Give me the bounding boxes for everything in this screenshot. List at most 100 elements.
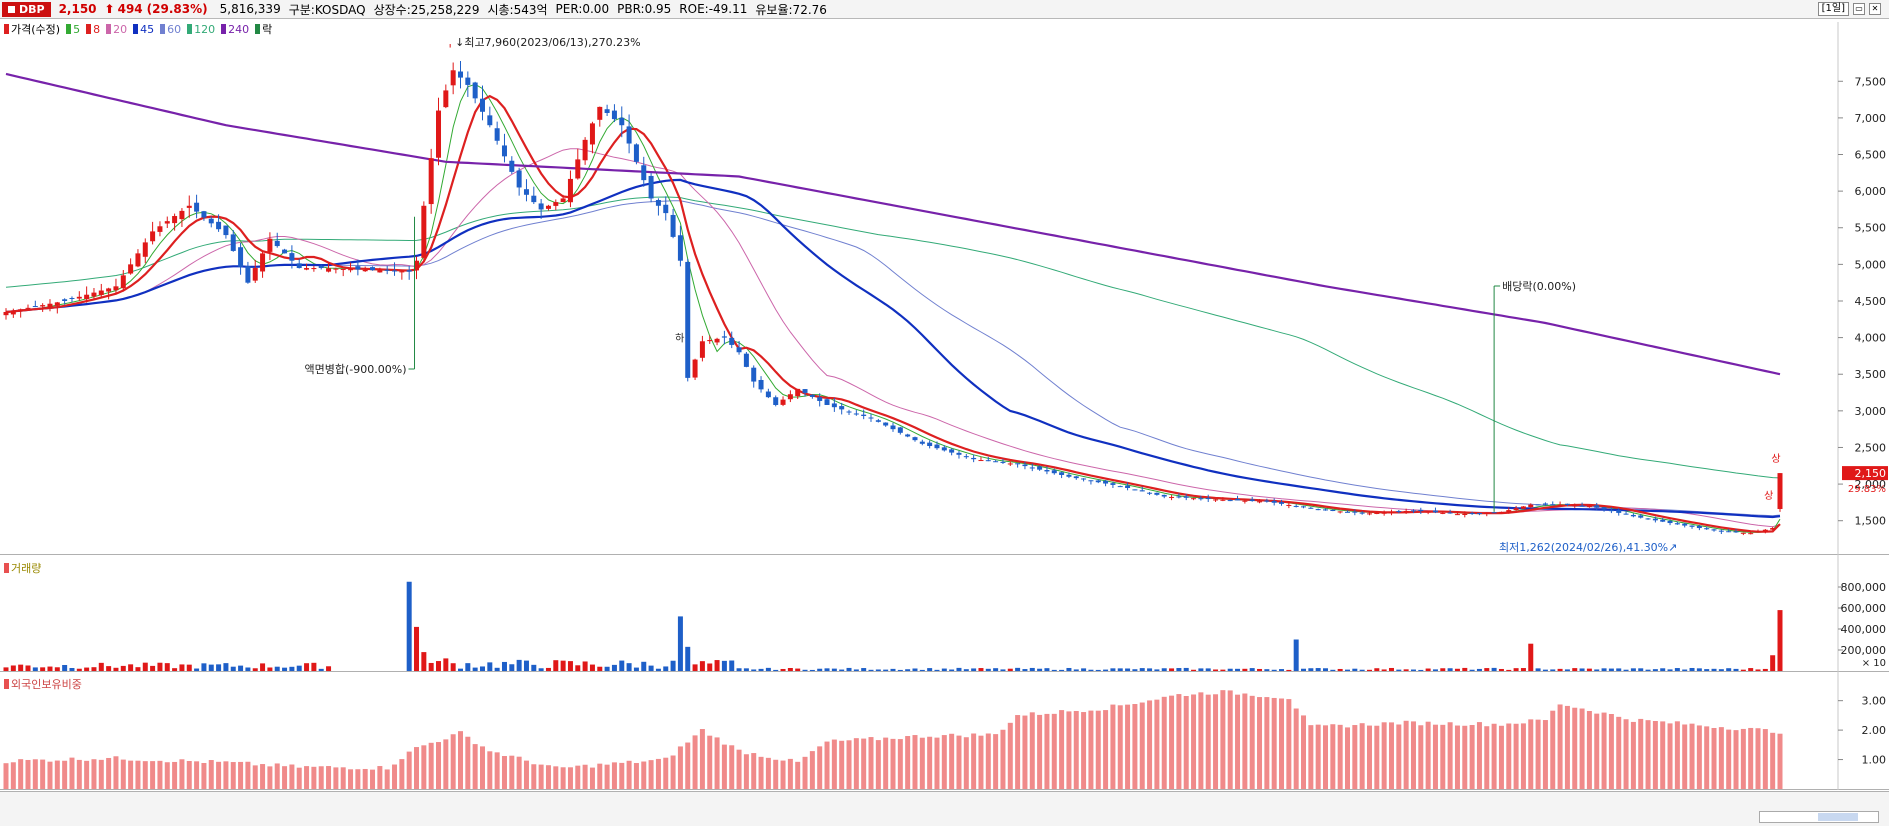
volume-bar[interactable]: [1718, 669, 1724, 671]
candle-body[interactable]: [802, 389, 808, 393]
volume-bar[interactable]: [76, 668, 82, 671]
volume-bar[interactable]: [1315, 668, 1321, 671]
foreign-bar[interactable]: [648, 760, 654, 789]
foreign-bar[interactable]: [472, 744, 478, 789]
candle-body[interactable]: [399, 271, 405, 273]
candle-body[interactable]: [516, 170, 522, 188]
volume-bar[interactable]: [1176, 668, 1182, 671]
candle-body[interactable]: [1095, 480, 1101, 483]
foreign-bar[interactable]: [927, 736, 933, 789]
volume-bar[interactable]: [1257, 668, 1263, 671]
foreign-bar[interactable]: [941, 735, 947, 789]
candle-body[interactable]: [348, 269, 354, 271]
volume-pane[interactable]: [0, 556, 1889, 672]
candle-body[interactable]: [1748, 533, 1754, 535]
candle-body[interactable]: [626, 126, 632, 144]
volume-bar[interactable]: [1388, 667, 1394, 671]
foreign-bar[interactable]: [1352, 725, 1358, 789]
foreign-bar[interactable]: [113, 756, 119, 789]
candle-body[interactable]: [1198, 498, 1204, 500]
volume-bar[interactable]: [238, 665, 244, 671]
volume-bar[interactable]: [1147, 668, 1153, 671]
volume-bar[interactable]: [252, 668, 258, 671]
foreign-bar[interactable]: [1344, 727, 1350, 789]
volume-bar[interactable]: [978, 668, 984, 671]
candle-body[interactable]: [1660, 519, 1666, 522]
candle-body[interactable]: [817, 397, 823, 401]
candle-body[interactable]: [509, 160, 515, 172]
foreign-bar[interactable]: [282, 766, 288, 789]
volume-bar[interactable]: [846, 667, 852, 671]
minimize-icon[interactable]: ▭: [1853, 3, 1865, 15]
foreign-bar[interactable]: [3, 763, 9, 789]
volume-bar[interactable]: [1198, 668, 1204, 671]
foreign-bar[interactable]: [1051, 713, 1057, 789]
foreign-bar[interactable]: [216, 761, 222, 789]
foreign-bar[interactable]: [663, 757, 669, 789]
foreign-bar[interactable]: [1410, 721, 1416, 789]
volume-bar[interactable]: [120, 665, 126, 671]
volume-bar[interactable]: [1183, 667, 1189, 671]
candle-body[interactable]: [919, 441, 925, 444]
candle-body[interactable]: [1359, 512, 1365, 514]
candle-body[interactable]: [831, 403, 837, 408]
candle-body[interactable]: [25, 307, 31, 309]
foreign-bar[interactable]: [985, 733, 991, 789]
candle-body[interactable]: [773, 397, 779, 405]
foreign-bar[interactable]: [47, 761, 53, 789]
volume-bar[interactable]: [604, 666, 610, 671]
foreign-bar[interactable]: [633, 763, 639, 789]
candle-body[interactable]: [758, 379, 764, 390]
foreign-bar[interactable]: [883, 737, 889, 789]
foreign-bar[interactable]: [809, 751, 815, 789]
foreign-bar[interactable]: [611, 762, 617, 789]
candle-body[interactable]: [846, 411, 852, 413]
foreign-bar[interactable]: [934, 737, 940, 789]
volume-bar[interactable]: [1520, 668, 1526, 671]
volume-bar[interactable]: [245, 667, 251, 671]
candle-body[interactable]: [912, 437, 918, 441]
volume-bar[interactable]: [84, 667, 90, 671]
volume-bar[interactable]: [971, 668, 977, 671]
volume-bar[interactable]: [1330, 669, 1336, 671]
candle-body[interactable]: [457, 71, 463, 78]
foreign-bar[interactable]: [1374, 725, 1380, 789]
candle-body[interactable]: [1147, 492, 1153, 494]
foreign-bar[interactable]: [164, 762, 170, 789]
candle-body[interactable]: [1711, 529, 1717, 531]
volume-bar[interactable]: [436, 661, 442, 671]
foreign-bar[interactable]: [1528, 719, 1534, 789]
volume-bar[interactable]: [1044, 668, 1050, 671]
candle-body[interactable]: [560, 198, 566, 203]
volume-bar[interactable]: [758, 668, 764, 671]
foreign-bar[interactable]: [1762, 729, 1768, 789]
foreign-bar[interactable]: [1037, 714, 1043, 789]
volume-bar[interactable]: [414, 626, 420, 671]
foreign-bar[interactable]: [1755, 728, 1761, 789]
candle-body[interactable]: [714, 338, 720, 343]
candle-body[interactable]: [993, 461, 999, 463]
volume-bar[interactable]: [164, 663, 170, 671]
foreign-bar[interactable]: [311, 766, 317, 789]
candle-body[interactable]: [1125, 485, 1131, 488]
foreign-bar[interactable]: [1161, 696, 1167, 789]
candle-body[interactable]: [707, 340, 713, 342]
foreign-bar[interactable]: [1125, 704, 1131, 789]
foreign-bar[interactable]: [392, 764, 398, 789]
volume-bar[interactable]: [91, 667, 97, 671]
foreign-bar[interactable]: [1271, 697, 1277, 789]
candle-body[interactable]: [941, 447, 947, 451]
candle-body[interactable]: [1344, 511, 1350, 513]
foreign-bar[interactable]: [1491, 723, 1497, 789]
volume-bar[interactable]: [795, 668, 801, 671]
candle-body[interactable]: [1623, 513, 1629, 515]
candle-body[interactable]: [1557, 504, 1563, 506]
volume-bar[interactable]: [905, 669, 911, 671]
scroll-thumb[interactable]: [1818, 813, 1858, 821]
candle-body[interactable]: [326, 268, 332, 272]
foreign-bar[interactable]: [604, 764, 610, 789]
volume-bar[interactable]: [707, 663, 713, 671]
volume-bar[interactable]: [1139, 668, 1145, 671]
volume-bar[interactable]: [465, 663, 471, 671]
volume-bar[interactable]: [1432, 669, 1438, 671]
